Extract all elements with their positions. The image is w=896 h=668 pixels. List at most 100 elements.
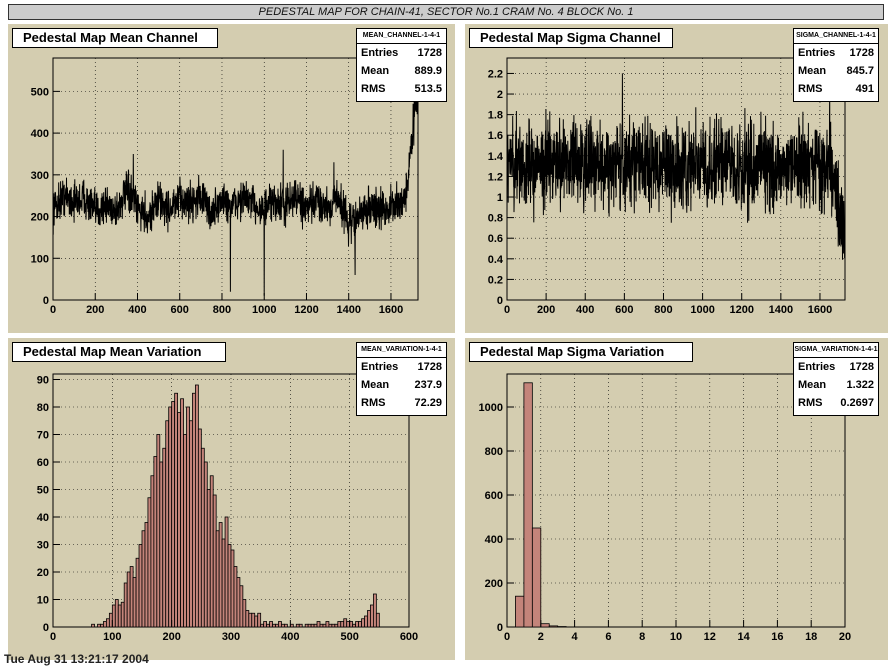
histogram-bar: [334, 623, 339, 628]
histogram-bar: [159, 461, 164, 628]
histogram-bar: [370, 604, 374, 628]
x-tick-label: 600: [615, 304, 633, 316]
rms-value: 513.5: [414, 83, 442, 95]
x-tick-label: 2: [538, 631, 544, 643]
x-tick-label: 0: [504, 631, 510, 643]
histogram-bar: [523, 382, 533, 628]
histogram-bar: [331, 623, 336, 628]
histogram-bar: [203, 461, 208, 628]
x-tick-label: 800: [213, 304, 231, 316]
mean-value: 1.322: [846, 379, 874, 391]
y-tick-label: 30: [37, 540, 49, 552]
histogram-bar: [197, 428, 202, 628]
x-tick-label: 4: [572, 631, 579, 643]
histogram-bar: [319, 623, 324, 628]
x-tick-label: 1400: [769, 304, 793, 316]
x-tick-label: 12: [704, 631, 716, 643]
histogram-bar: [132, 577, 137, 628]
histogram-bar: [298, 623, 303, 628]
histogram-bar: [548, 625, 559, 628]
histogram-bar: [123, 582, 128, 628]
histogram-bar: [227, 544, 232, 628]
x-tick-label: 16: [771, 631, 783, 643]
x-tick-label: 1000: [690, 304, 714, 316]
histogram-bar: [117, 604, 122, 628]
histogram-bar: [221, 538, 226, 628]
x-tick-label: 0: [504, 304, 510, 316]
x-tick-label: 100: [103, 631, 121, 643]
histogram-bar: [515, 595, 525, 628]
rms-label: RMS: [361, 83, 386, 95]
y-tick-label: 50: [37, 485, 49, 497]
y-tick-label: 20: [37, 567, 49, 579]
histogram-bar: [281, 623, 285, 628]
y-tick-label: 400: [31, 128, 49, 140]
histogram-bar: [97, 623, 101, 628]
histogram-bar: [120, 601, 125, 628]
histogram-bar: [186, 406, 190, 628]
histogram-bar: [313, 623, 318, 628]
histogram-bar: [103, 621, 107, 628]
chart-title: Pedestal Map Mean Channel: [12, 28, 218, 48]
histogram-bar: [153, 456, 158, 628]
x-tick-label: 1400: [336, 304, 360, 316]
y-tick-label: 1000: [479, 402, 503, 414]
x-tick-label: 1600: [379, 304, 403, 316]
histogram-bar: [358, 621, 362, 628]
histogram-bar: [248, 612, 253, 628]
y-tick-label: 2.2: [488, 68, 503, 80]
histogram-bar: [215, 530, 220, 628]
y-tick-label: 500: [31, 86, 49, 98]
page-title: PEDESTAL MAP FOR CHAIN-41, SECTOR No.1 C…: [8, 4, 884, 20]
stats-box: SIGMA_VARIATION-1-4-1 Entries 1728 Mean 1.…: [793, 342, 879, 416]
histogram-bar: [174, 392, 178, 628]
histogram-bar: [165, 420, 170, 628]
x-tick-label: 1600: [808, 304, 832, 316]
x-tick-label: 0: [50, 631, 56, 643]
chart-pad-mean-variation: 0 100 200 300 400 500 600 0 10 20 30 40 50 60 70 80 90 P…: [8, 338, 455, 660]
x-tick-label: 400: [281, 631, 299, 643]
histogram-bar: [171, 401, 176, 628]
mean-value: 237.9: [414, 379, 442, 391]
histogram-bar: [168, 406, 173, 628]
y-tick-label: 70: [37, 430, 49, 442]
histogram-bar: [212, 494, 217, 628]
entries-value: 1728: [849, 361, 874, 373]
chart-pad-mean-channel: 0 200 400 600 800 1000 1200 1400 1600 0 100 200 300 4…: [8, 24, 455, 333]
rms-value: 491: [855, 83, 874, 95]
histogram-bar: [194, 384, 199, 628]
histogram-bar: [206, 489, 211, 628]
series-line: [52, 71, 419, 296]
histogram-bar: [325, 621, 330, 628]
histogram-bar: [224, 516, 229, 628]
x-tick-label: 200: [86, 304, 104, 316]
series-line: [506, 73, 846, 260]
histogram-bar: [138, 544, 143, 628]
histogram-bar: [266, 623, 270, 628]
y-tick-label: 0.6: [488, 233, 503, 245]
x-tick-label: 8: [639, 631, 645, 643]
x-tick-label: 500: [340, 631, 358, 643]
histogram-bar: [254, 615, 259, 628]
chart-title: Pedestal Map Mean Variation: [12, 342, 226, 362]
histogram-bar: [328, 623, 333, 628]
y-tick-label: 90: [37, 375, 49, 387]
histogram-bar: [180, 398, 184, 628]
histogram-bar: [150, 475, 155, 628]
rms-label: RMS: [361, 397, 386, 409]
histogram-bar: [375, 612, 380, 628]
x-tick-label: 600: [400, 631, 418, 643]
y-tick-label: 0: [497, 295, 503, 307]
chart-pad-sigma-channel: 0 200 400 600 800 1000 1200 1400 1600 0 0.2 0.4 0.6 0…: [465, 24, 888, 333]
mean-label: Mean: [798, 65, 827, 77]
histogram-bar: [257, 612, 262, 628]
histogram-bar: [218, 522, 223, 628]
histogram-bar: [162, 447, 167, 628]
entries-label: Entries: [361, 47, 399, 59]
histogram-bar: [91, 623, 95, 628]
histogram-bar: [340, 621, 345, 628]
histogram-bar: [275, 623, 279, 628]
y-tick-label: 0: [43, 295, 49, 307]
histogram-bar: [135, 557, 140, 628]
histogram-bar: [156, 434, 161, 628]
